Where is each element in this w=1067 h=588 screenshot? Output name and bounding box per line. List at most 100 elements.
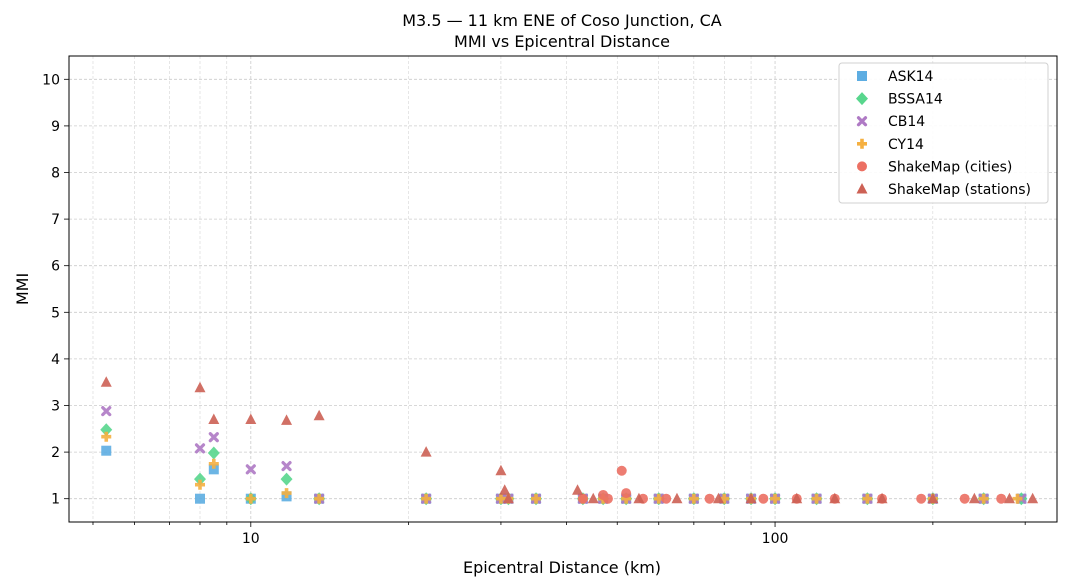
- data-point: [281, 460, 292, 472]
- data-point: [791, 492, 803, 504]
- data-point: [1027, 492, 1039, 504]
- data-point: [978, 493, 989, 504]
- data-point: [661, 493, 672, 504]
- data-point: [745, 492, 757, 504]
- data-point: [1012, 493, 1023, 504]
- data-point: [968, 492, 980, 504]
- data-point: [572, 484, 584, 495]
- data-point: [499, 484, 511, 495]
- data-point: [208, 413, 220, 424]
- y-axis: 1 2 3 4 5 6 7 8 9 10: [42, 72, 69, 508]
- data-point: [245, 413, 257, 424]
- y-tick-label: 7: [51, 212, 60, 228]
- data-point: [758, 493, 769, 504]
- data-point: [704, 493, 715, 504]
- data-point: [916, 493, 927, 504]
- data-point: [101, 405, 112, 417]
- data-point: [245, 493, 256, 504]
- series-shakemap-cities: [577, 465, 1007, 504]
- y-axis-label: MMI: [13, 273, 32, 305]
- data-point: [502, 492, 514, 504]
- data-point: [194, 493, 205, 504]
- data-point: [280, 472, 293, 486]
- y-tick-label: 9: [51, 119, 60, 135]
- data-point: [770, 493, 781, 504]
- legend-marker: [856, 92, 868, 106]
- data-point: [996, 493, 1007, 504]
- legend-marker: [857, 161, 867, 172]
- x-axis-label: Epicentral Distance (km): [463, 558, 661, 577]
- x-axis: 10 100: [92, 522, 1026, 547]
- data-point: [862, 493, 873, 504]
- legend-marker: [857, 71, 867, 81]
- series-cy14: [101, 431, 1023, 504]
- y-tick-label: 6: [51, 259, 60, 275]
- legend-marker: [856, 116, 868, 127]
- y-tick-label: 3: [51, 399, 60, 415]
- legend-label: ShakeMap (stations): [888, 182, 1031, 198]
- data-point: [829, 492, 841, 504]
- legend-label: CY14: [888, 137, 924, 153]
- data-point: [208, 432, 219, 443]
- legend-box: [838, 62, 1049, 204]
- legend-label: BSSA14: [888, 92, 943, 108]
- series-cb14: [101, 405, 1027, 504]
- data-point: [495, 464, 507, 476]
- y-tick-label: 4: [51, 352, 60, 368]
- data-point: [421, 493, 432, 504]
- data-point: [531, 493, 542, 504]
- legend-label: ASK14: [888, 69, 934, 85]
- data-point: [616, 465, 627, 476]
- data-point: [194, 479, 205, 490]
- data-point: [194, 381, 206, 393]
- data-point: [420, 446, 432, 457]
- legend-label: CB14: [888, 114, 925, 130]
- data-point: [959, 493, 970, 504]
- chart-title: M3.5 — 11 km ENE of Coso Junction, CA: [402, 11, 722, 30]
- y-tick-label: 5: [51, 305, 60, 321]
- data-point: [281, 414, 293, 425]
- data-point: [811, 493, 822, 504]
- data-point: [208, 464, 219, 475]
- data-point: [281, 488, 292, 499]
- series-bssa14: [100, 423, 1028, 506]
- data-point: [313, 409, 325, 421]
- data-point: [633, 492, 645, 504]
- series-shakemap-stations: [100, 376, 1039, 504]
- data-point: [602, 493, 613, 504]
- x-tick-label: 100: [762, 531, 789, 547]
- chart-subtitle: MMI vs Epicentral Distance: [454, 32, 670, 51]
- y-tick-label: 1: [51, 492, 60, 508]
- data-point: [193, 472, 206, 486]
- data-point: [100, 423, 113, 437]
- data-point: [194, 443, 206, 454]
- data-point: [688, 493, 699, 504]
- data-point: [207, 446, 220, 460]
- data-point: [927, 492, 939, 504]
- data-point: [1003, 492, 1015, 504]
- series-ask14: [101, 445, 1027, 504]
- data-point: [712, 492, 724, 504]
- plot-frame: [68, 55, 1058, 523]
- legend: ASK14 BSSA14 CB14 CY14 ShakeMap (cities) Shak…: [838, 62, 1049, 204]
- data-points: [100, 376, 1039, 506]
- data-point: [577, 493, 588, 504]
- data-point: [876, 492, 888, 504]
- x-tick-label: 10: [242, 531, 260, 547]
- data-point: [245, 464, 256, 475]
- data-point: [100, 376, 112, 387]
- data-point: [101, 431, 112, 442]
- data-point: [587, 492, 599, 504]
- data-point: [101, 445, 112, 456]
- data-point: [208, 458, 219, 469]
- y-tick-label: 2: [51, 445, 60, 461]
- legend-label: ShakeMap (cities): [888, 159, 1012, 175]
- data-point: [671, 492, 683, 504]
- data-point: [314, 493, 325, 504]
- y-tick-label: 8: [51, 166, 60, 182]
- data-point: [621, 488, 632, 499]
- legend-marker: [857, 138, 867, 149]
- legend-marker: [856, 183, 868, 194]
- y-tick-label: 10: [42, 72, 60, 88]
